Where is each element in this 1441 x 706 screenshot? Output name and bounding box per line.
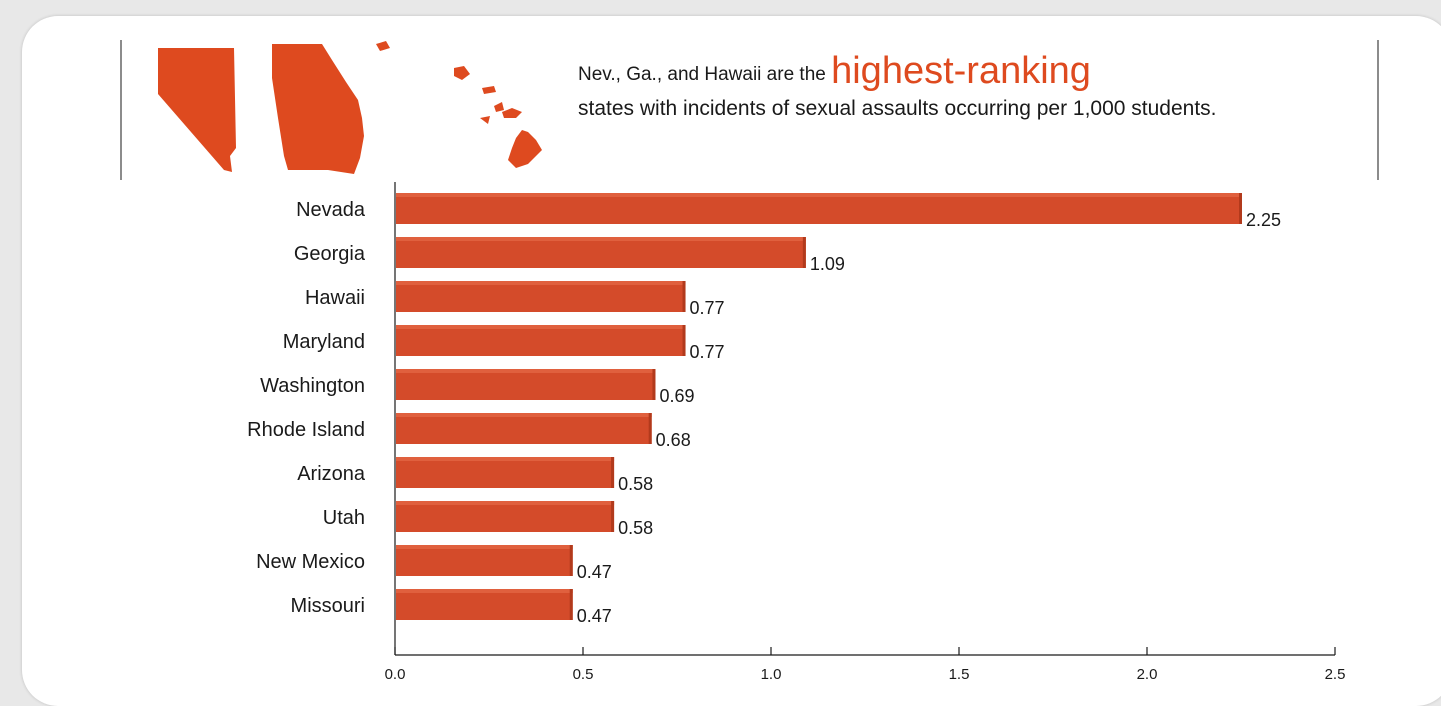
value-label: 0.47	[577, 562, 612, 582]
bar	[396, 589, 573, 620]
bar-edge	[611, 457, 615, 488]
category-label: Maryland	[283, 331, 365, 353]
category-label: Washington	[260, 375, 365, 397]
bar	[396, 457, 615, 488]
left-divider	[120, 40, 122, 180]
category-label: Arizona	[297, 463, 366, 485]
bar-edge	[648, 413, 652, 444]
bar-highlight	[396, 501, 615, 505]
x-tick-label: 1.0	[761, 666, 782, 683]
bar-highlight	[396, 413, 652, 417]
bar-edge	[652, 369, 656, 400]
value-label: 0.77	[690, 342, 725, 362]
x-tick-label: 0.5	[573, 666, 594, 683]
bar-highlight	[396, 193, 1242, 197]
x-tick-label: 2.5	[1325, 666, 1346, 683]
right-divider	[1377, 40, 1379, 180]
category-label: Rhode Island	[247, 419, 365, 441]
bar-highlight	[396, 457, 615, 461]
hawaii-islands-icon	[376, 41, 542, 168]
x-tick-label: 0.0	[385, 666, 406, 683]
x-tick-label: 2.0	[1137, 666, 1158, 683]
bar	[396, 369, 656, 400]
header-prefix: Nev., Ga., and Hawaii are the	[578, 64, 826, 85]
category-label: Missouri	[291, 595, 365, 617]
value-label: 0.58	[618, 518, 653, 538]
bar-highlight	[396, 237, 806, 241]
nevada-icon	[158, 48, 236, 172]
value-label: 0.58	[618, 474, 653, 494]
x-tick-label: 1.5	[949, 666, 970, 683]
bar-edge	[682, 325, 686, 356]
bar-highlight	[396, 545, 573, 549]
bar	[396, 413, 652, 444]
chart-header: Nev., Ga., and Hawaii are the highest-ra…	[578, 50, 1217, 121]
bar	[396, 325, 686, 356]
bar	[396, 501, 615, 532]
bar-highlight	[396, 369, 656, 373]
value-label: 0.77	[690, 298, 725, 318]
bar	[396, 193, 1242, 224]
bar-chart: Nevada 2.25 Georgia 1.09 Hawaii 0.77 Maryland 0…	[247, 182, 1346, 683]
infographic-card	[22, 16, 1441, 706]
state-map-icons	[158, 41, 542, 174]
value-label: 0.69	[659, 386, 694, 406]
category-label: New Mexico	[256, 551, 365, 573]
value-label: 1.09	[810, 254, 845, 274]
bar	[396, 281, 686, 312]
category-label: Utah	[323, 507, 365, 529]
bar	[396, 545, 573, 576]
value-label: 0.68	[656, 430, 691, 450]
bar-edge	[1239, 193, 1242, 224]
header-emphasis: highest-ranking	[831, 50, 1091, 92]
category-label: Georgia	[294, 243, 366, 265]
bar-highlight	[396, 325, 686, 329]
bar-edge	[569, 589, 573, 620]
bar-edge	[611, 501, 615, 532]
bar-edge	[802, 237, 806, 268]
bar-highlight	[396, 281, 686, 285]
bar	[396, 237, 806, 268]
bar-highlight	[396, 589, 573, 593]
category-label: Hawaii	[305, 287, 365, 309]
value-label: 2.25	[1246, 210, 1281, 230]
bar-edge	[682, 281, 686, 312]
category-label: Nevada	[296, 199, 366, 221]
bar-edge	[569, 545, 573, 576]
header-subtitle: states with incidents of sexual assaults…	[578, 97, 1217, 120]
value-label: 0.47	[577, 606, 612, 626]
georgia-icon	[272, 44, 364, 174]
